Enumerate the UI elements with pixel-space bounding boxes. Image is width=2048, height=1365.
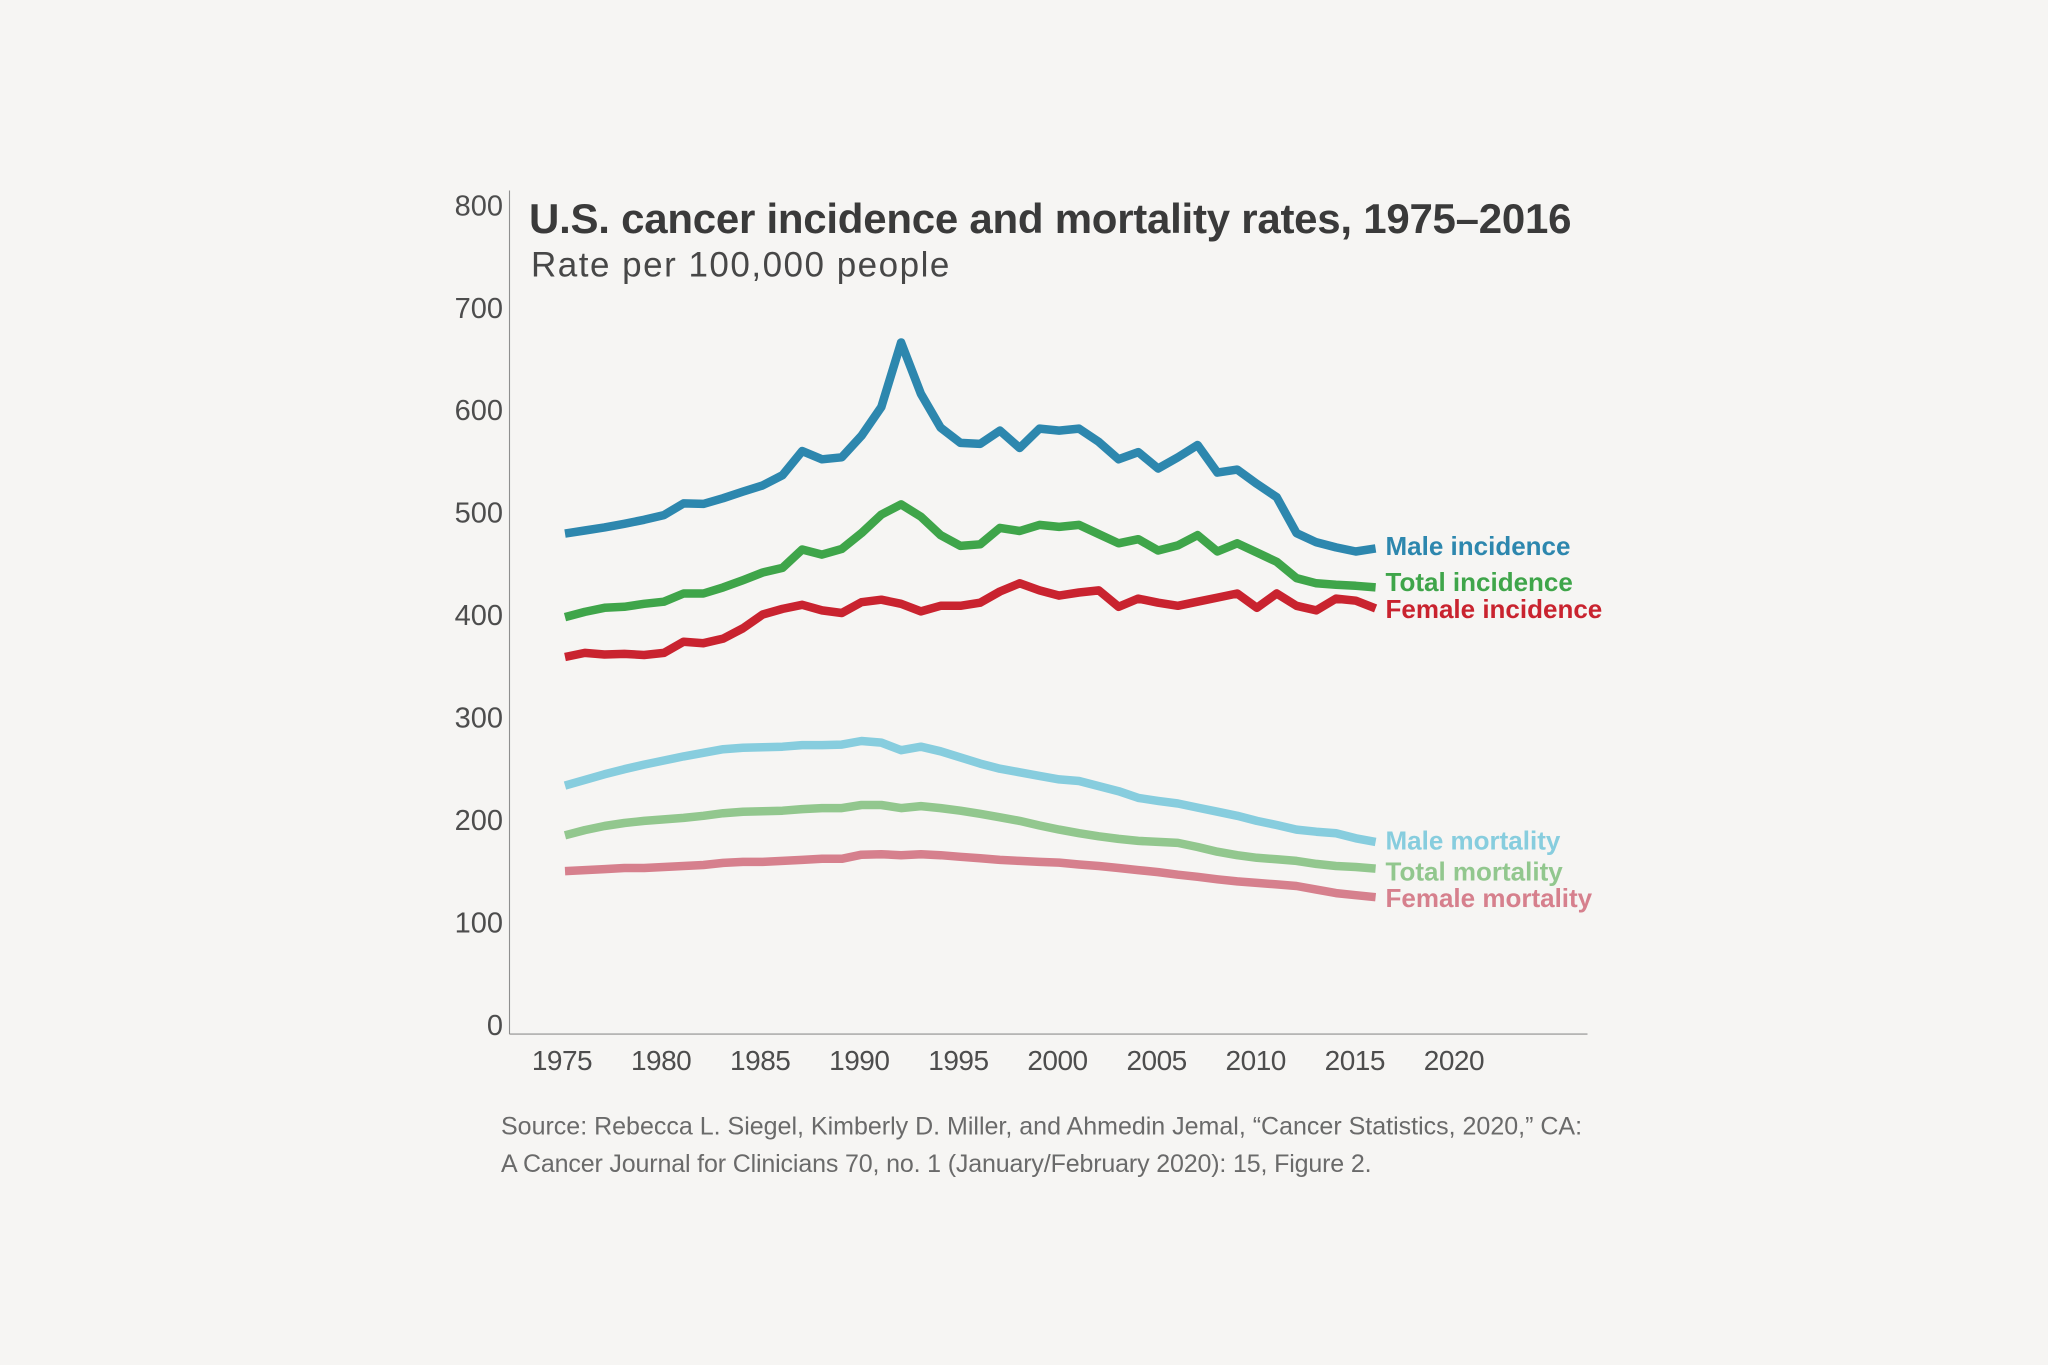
svg-text:Total incidence: Total incidence: [1386, 567, 1573, 597]
svg-text:2010: 2010: [1226, 1045, 1286, 1076]
svg-text:A Cancer Journal for Clinician: A Cancer Journal for Clinicians 70, no. …: [501, 1150, 1371, 1178]
svg-text:Female incidence: Female incidence: [1386, 594, 1603, 624]
svg-text:2020: 2020: [1424, 1045, 1484, 1076]
svg-text:1985: 1985: [730, 1045, 790, 1076]
svg-text:700: 700: [455, 293, 503, 325]
svg-text:2005: 2005: [1126, 1045, 1186, 1076]
svg-text:Female mortality: Female mortality: [1386, 883, 1593, 913]
svg-text:1980: 1980: [631, 1045, 691, 1076]
svg-text:Total mortality: Total mortality: [1386, 856, 1564, 886]
svg-text:2000: 2000: [1027, 1045, 1087, 1076]
svg-text:1995: 1995: [928, 1045, 988, 1076]
svg-text:100: 100: [455, 907, 503, 939]
svg-text:1975: 1975: [532, 1045, 592, 1076]
svg-text:500: 500: [455, 498, 503, 530]
svg-text:Source: Rebecca L. Siegel, Kim: Source: Rebecca L. Siegel, Kimberly D. M…: [501, 1113, 1582, 1141]
svg-text:U.S. cancer incidence and mort: U.S. cancer incidence and mortality rate…: [529, 195, 1571, 242]
svg-text:2015: 2015: [1325, 1045, 1385, 1076]
svg-text:Rate per 100,000 people: Rate per 100,000 people: [531, 245, 951, 284]
svg-text:Male mortality: Male mortality: [1386, 826, 1561, 856]
svg-text:1990: 1990: [829, 1045, 889, 1076]
svg-text:600: 600: [455, 395, 503, 427]
svg-text:Male incidence: Male incidence: [1386, 531, 1571, 561]
svg-text:400: 400: [455, 600, 503, 632]
svg-text:200: 200: [455, 805, 503, 837]
svg-text:0: 0: [487, 1010, 503, 1042]
svg-text:300: 300: [455, 703, 503, 735]
svg-text:800: 800: [455, 190, 503, 222]
